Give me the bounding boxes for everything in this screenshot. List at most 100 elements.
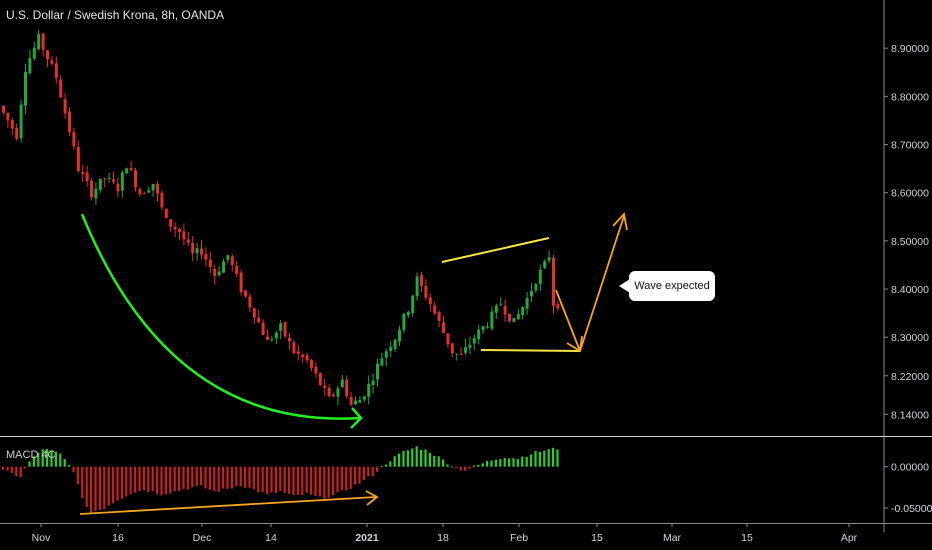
candle-body [310, 360, 313, 368]
price-axis[interactable]: 8.14000 8.22000 8.30000 8.40000 8.50000 8.600… [884, 43, 929, 421]
macd-histogram-bar [486, 460, 489, 467]
candle-body [120, 172, 124, 191]
macd-histogram-bar [402, 450, 405, 467]
candle-body [521, 306, 525, 316]
macd-histogram-bar [424, 449, 427, 467]
macd-histogram-bar [24, 466, 27, 469]
macd-histogram-bar [318, 466, 321, 497]
macd-histogram-bar [380, 465, 383, 467]
candle-body [503, 305, 507, 315]
macd-histogram-bar [556, 449, 559, 467]
macd-histogram-bar [279, 466, 282, 491]
macd-histogram-bar [270, 466, 273, 493]
candle-body [442, 322, 445, 333]
macd-histogram-bar [292, 466, 295, 496]
candle-body [2, 106, 5, 113]
candle-body [72, 131, 76, 147]
candle-body [178, 229, 181, 233]
candle-body [327, 387, 331, 397]
macd-histogram-bar [164, 466, 167, 495]
macd-histogram-bar [384, 464, 387, 467]
candle-body [50, 60, 54, 64]
time-tick-label: Nov [32, 532, 51, 544]
candle-body [516, 314, 520, 320]
wave-expected-callout[interactable]: Wave expected [629, 271, 715, 301]
macd-histogram-bar [266, 466, 269, 495]
macd-histogram-bar [437, 456, 440, 467]
candle-body [151, 183, 155, 191]
macd-histogram-bar [191, 466, 194, 488]
time-tick-label: 18 [437, 532, 449, 544]
macd-tick-label: 0.00000 [891, 462, 929, 474]
macd-histogram-bar [442, 459, 445, 467]
candle-body [323, 385, 327, 388]
macd-histogram-bar [195, 466, 198, 486]
macd-histogram-bar [63, 459, 66, 467]
macd-axis[interactable]: 0.00000 -0.05000 [884, 462, 932, 515]
macd-histogram-bar [508, 458, 511, 467]
macd-histogram-bar [305, 466, 308, 493]
macd-histogram-bar [459, 466, 462, 471]
macd-histogram-bar [248, 466, 251, 488]
macd-histogram-series [2, 446, 559, 513]
time-axis[interactable]: Nov 16 Dec 14 2021 18 Feb 15 Mar 15 Apr [32, 523, 858, 544]
candle-body [450, 343, 454, 354]
macd-histogram-bar [54, 451, 57, 467]
macd-histogram-bar [477, 464, 480, 467]
candle-body [182, 231, 186, 240]
macd-histogram-bar [345, 466, 348, 491]
candle-body [244, 290, 247, 297]
macd-histogram-bar [222, 466, 225, 489]
time-tick-label: 15 [591, 532, 603, 544]
candle-body [437, 312, 441, 321]
macd-histogram-bar [90, 466, 93, 513]
drawing-tools-layer [79, 212, 628, 515]
macd-histogram-bar [244, 466, 247, 488]
macd-histogram-bar [37, 452, 40, 467]
macd-histogram-bar [28, 461, 31, 467]
macd-histogram-bar [125, 466, 128, 497]
macd-histogram-bar [230, 466, 233, 489]
macd-histogram-bar [10, 466, 13, 473]
candle-body [486, 326, 489, 328]
candle-body [428, 297, 432, 305]
candle-body [556, 304, 560, 309]
macd-histogram-bar [147, 466, 150, 493]
candle-body [283, 322, 287, 337]
candle-body [186, 239, 190, 243]
candle-body [125, 168, 129, 174]
macd-histogram-bar [252, 466, 255, 490]
candlestick-series [2, 29, 560, 407]
candle-body [376, 363, 379, 380]
candle-body [19, 104, 23, 139]
candle-body [499, 304, 503, 306]
macd-histogram-bar [525, 456, 528, 467]
macd-histogram-bar [217, 466, 220, 492]
candle-body [398, 329, 401, 342]
time-tick-label: 15 [741, 532, 753, 544]
candle-body [279, 323, 283, 332]
candle-body [411, 295, 415, 314]
candle-body [371, 380, 375, 386]
macd-indicator-title[interactable]: MACD 4C [6, 449, 56, 461]
macd-histogram-bar [314, 466, 317, 497]
candle-body [28, 58, 32, 74]
candle-body [90, 180, 93, 198]
candle-body [235, 265, 239, 274]
candle-body [525, 298, 529, 309]
price-tick-label: 8.70000 [891, 140, 929, 152]
macd-histogram-bar [530, 454, 533, 467]
macd-histogram-bar [2, 466, 5, 470]
candle-body [6, 112, 10, 121]
macd-histogram-bar [323, 466, 326, 499]
candle-body [191, 242, 195, 254]
candle-body [534, 284, 538, 291]
macd-histogram-bar [543, 450, 546, 467]
candle-body [138, 189, 142, 195]
time-tick-label: Mar [663, 532, 682, 544]
macd-tick-label: -0.05000 [891, 503, 932, 515]
candle-body [358, 399, 362, 403]
candle-body [415, 276, 419, 297]
